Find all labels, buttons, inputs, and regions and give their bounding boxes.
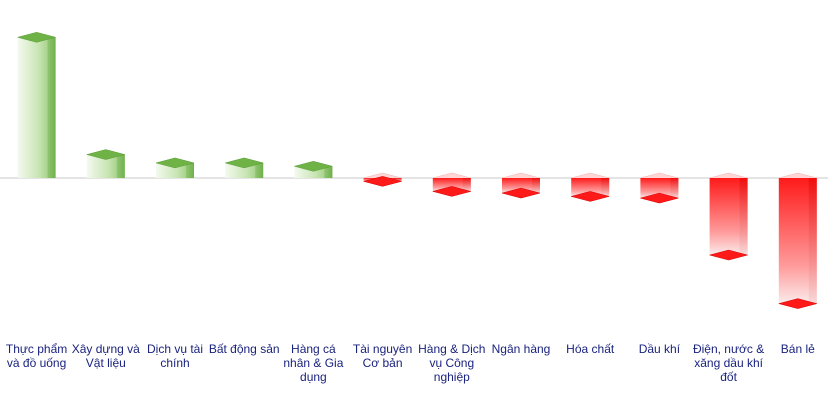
bar-6 bbox=[362, 172, 403, 187]
category-label-10: Dầu khí bbox=[638, 342, 681, 356]
bar-5 bbox=[293, 161, 334, 178]
bar-1 bbox=[16, 32, 57, 178]
category-label-8: Ngân hàng bbox=[491, 342, 551, 356]
bar-11 bbox=[708, 172, 749, 261]
bar-12 bbox=[777, 172, 818, 309]
category-label-7: Hàng & Dịch vụ Công nghiệp bbox=[418, 342, 486, 384]
bar-3 bbox=[155, 157, 195, 178]
category-label-6: Tài nguyên Cơ bản bbox=[352, 342, 413, 370]
category-label-1: Thực phẩm và đồ uống bbox=[5, 342, 68, 370]
category-label-3: Dịch vụ tài chính bbox=[146, 342, 204, 370]
bar-4 bbox=[224, 157, 265, 178]
category-label-4: Bất động sản bbox=[208, 342, 280, 356]
bar-2 bbox=[85, 149, 126, 178]
category-label-11: Điện, nước & xăng dầu khí đốt bbox=[692, 342, 765, 384]
category-label-12: Bán lẻ bbox=[780, 342, 815, 356]
bar-10 bbox=[639, 172, 680, 204]
bars-group bbox=[16, 32, 818, 309]
bar-9 bbox=[570, 172, 611, 202]
category-label-5: Hàng cá nhân & Gia dụng bbox=[283, 342, 344, 384]
category-label-9: Hóa chất bbox=[566, 342, 615, 356]
bar-7 bbox=[431, 172, 472, 197]
bar-8 bbox=[501, 172, 541, 199]
category-label-2: Xây dựng và Vật liệu bbox=[71, 342, 140, 370]
